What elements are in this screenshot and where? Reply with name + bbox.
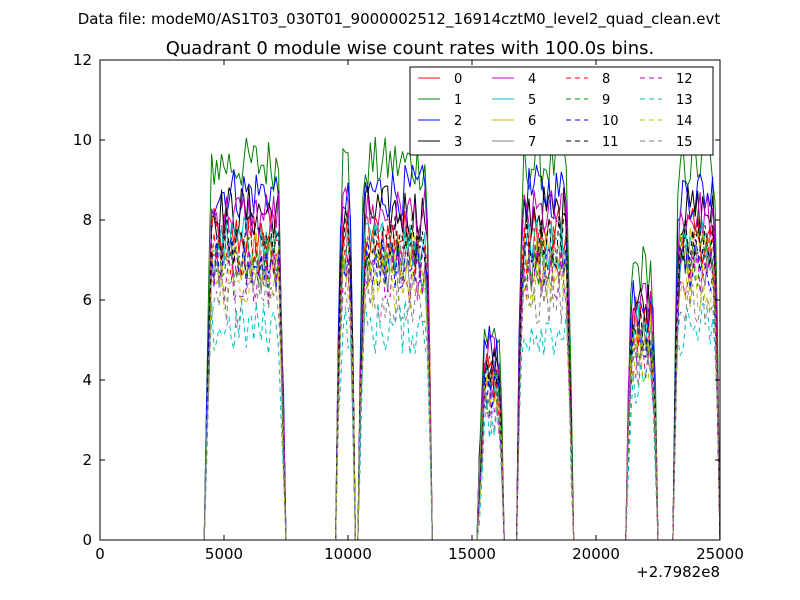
y-tick-label: 2 xyxy=(82,451,92,469)
legend-label-15: 15 xyxy=(676,135,693,150)
legend-label-3: 3 xyxy=(454,135,462,150)
legend-label-7: 7 xyxy=(528,135,536,150)
legend-label-12: 12 xyxy=(676,72,693,87)
y-tick-label: 4 xyxy=(82,371,92,389)
x-tick-label: 25000 xyxy=(696,545,744,563)
y-tick-label: 8 xyxy=(82,211,92,229)
legend-label-13: 13 xyxy=(676,93,693,108)
x-offset-label: +2.7982e8 xyxy=(636,563,720,581)
x-tick-label: 5000 xyxy=(205,545,243,563)
legend-label-10: 10 xyxy=(602,114,619,129)
legend-label-1: 1 xyxy=(454,93,462,108)
legend-label-14: 14 xyxy=(676,114,693,129)
legend-label-4: 4 xyxy=(528,72,536,87)
legend-box xyxy=(409,66,714,156)
y-tick-label: 10 xyxy=(73,131,92,149)
y-tick-label: 0 xyxy=(82,531,92,549)
x-tick-label: 0 xyxy=(95,545,105,563)
data-file-header: Data file: modeM0/AS1T03_030T01_90000025… xyxy=(78,10,721,29)
plot-lines xyxy=(100,136,721,541)
x-tick-label: 10000 xyxy=(324,545,372,563)
chart-title: Quadrant 0 module wise count rates with … xyxy=(166,38,655,59)
y-tick-label: 12 xyxy=(73,51,92,69)
y-tick-label: 6 xyxy=(82,291,92,309)
x-tick-label: 20000 xyxy=(572,545,620,563)
legend-label-5: 5 xyxy=(528,93,536,108)
legend-label-11: 11 xyxy=(602,135,619,150)
legend-label-2: 2 xyxy=(454,114,462,129)
legend-label-6: 6 xyxy=(528,114,536,129)
legend-label-8: 8 xyxy=(602,72,610,87)
x-tick-label: 15000 xyxy=(448,545,496,563)
legend-label-0: 0 xyxy=(454,72,462,87)
legend-label-9: 9 xyxy=(602,93,610,108)
